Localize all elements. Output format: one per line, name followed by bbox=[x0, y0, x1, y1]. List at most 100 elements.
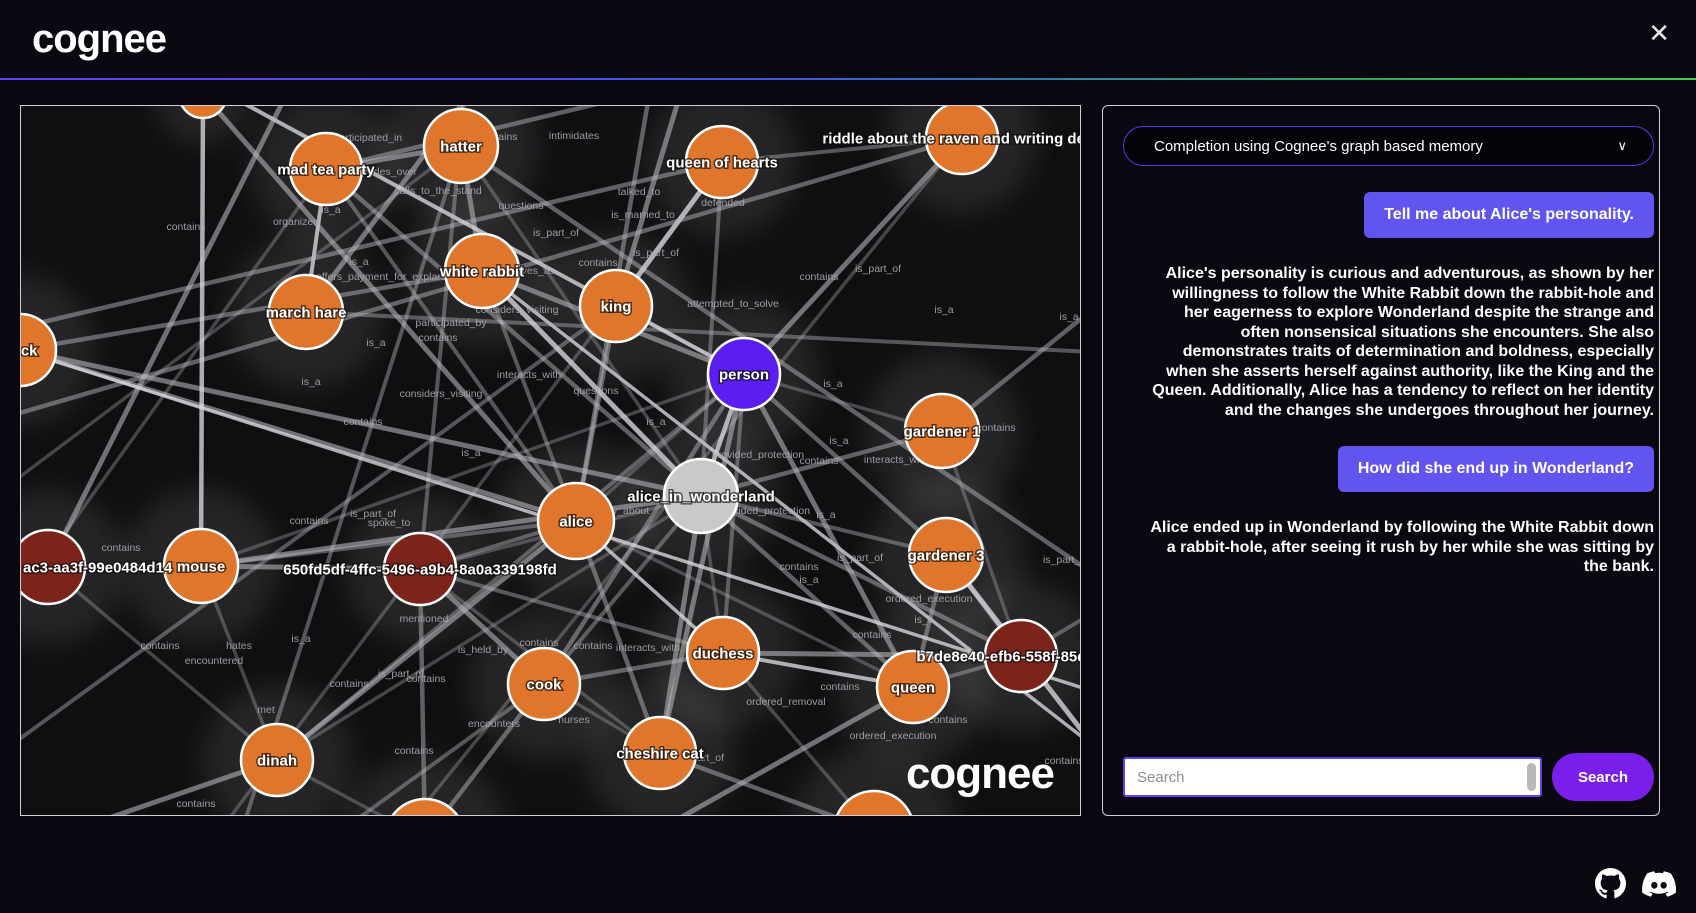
node-label-cheshire-cat: cheshire cat bbox=[616, 746, 704, 763]
edge-label: contains bbox=[140, 640, 179, 652]
graph-edge bbox=[742, 372, 948, 557]
graph-edge bbox=[613, 106, 680, 307]
knowledge-graph[interactable]: participated_in contains intimidates presid… bbox=[21, 106, 1081, 816]
edge-label: questions bbox=[499, 200, 544, 212]
mode-dropdown[interactable]: Completion using Cognee's graph based me… bbox=[1123, 126, 1654, 166]
graph-node-queen-of-hearts[interactable] bbox=[684, 124, 760, 200]
graph-node-gardener-1[interactable] bbox=[903, 392, 981, 470]
graph-edge bbox=[200, 493, 702, 569]
edge-label: contains bbox=[394, 745, 433, 757]
edge-label: ordered_execution bbox=[850, 730, 937, 742]
graph-node-node-650[interactable] bbox=[382, 531, 458, 607]
graph-node-white-rabbit[interactable] bbox=[443, 232, 521, 310]
graph-node-bottom-1[interactable] bbox=[385, 797, 465, 816]
search-input[interactable] bbox=[1125, 759, 1540, 795]
graph-node-march-hare[interactable] bbox=[267, 273, 345, 351]
graph-node-hatter[interactable] bbox=[422, 107, 500, 185]
edge-label: contains bbox=[976, 422, 1015, 434]
graph-node-duck[interactable] bbox=[21, 312, 58, 388]
edge-label: is_a bbox=[816, 509, 835, 521]
edge-label: contains bbox=[928, 714, 967, 726]
graph-node-red-left[interactable] bbox=[21, 528, 87, 606]
edge-label: interacts_with bbox=[497, 369, 561, 381]
edge-label: is_held_by bbox=[458, 644, 509, 656]
edge-label: is_a bbox=[646, 416, 665, 428]
edge-label: is_a bbox=[366, 337, 385, 349]
node-label-alice-in-wonderland: alice_in_wonderland bbox=[627, 489, 775, 506]
graph-node-cook[interactable] bbox=[506, 646, 582, 722]
graph-node-b7de[interactable] bbox=[983, 618, 1059, 694]
edge-label: is_part_of bbox=[855, 263, 901, 275]
graph-node-alice-in-wonderland[interactable] bbox=[662, 457, 740, 535]
graph-node-alice[interactable] bbox=[536, 481, 616, 561]
edge-label: considers_visiting bbox=[400, 388, 483, 400]
graph-node-duchess[interactable] bbox=[685, 615, 761, 691]
input-scrollbar[interactable] bbox=[1526, 763, 1536, 791]
node-label-march-hare: march hare bbox=[266, 305, 347, 322]
graph-node-riddle[interactable] bbox=[924, 106, 1000, 176]
edge-label: is_a bbox=[934, 304, 953, 316]
graph-node-top-partial[interactable] bbox=[179, 106, 227, 120]
search-button[interactable]: Search bbox=[1551, 753, 1654, 801]
edge-label: contains bbox=[166, 221, 205, 233]
graph-edge bbox=[200, 519, 577, 568]
edge-label: contains bbox=[519, 637, 558, 649]
edge-label: intimidates bbox=[549, 130, 599, 142]
edge-label: offers_payment_for_explanation bbox=[316, 271, 466, 283]
graph-edge bbox=[657, 495, 704, 754]
app-header: cognee ✕ bbox=[0, 0, 1696, 78]
graph-node-dinah[interactable] bbox=[239, 722, 315, 798]
edge-label: calls_to_the_stand bbox=[394, 185, 482, 197]
graph-edge bbox=[21, 347, 702, 499]
graph-node-mad-tea-party[interactable] bbox=[288, 131, 364, 207]
graph-node-queen[interactable] bbox=[875, 649, 951, 725]
close-icon[interactable]: ✕ bbox=[1648, 18, 1670, 48]
graph-node-cheshire-cat[interactable] bbox=[622, 715, 698, 791]
graph-edge bbox=[21, 167, 328, 598]
edge-label: is_a bbox=[829, 435, 848, 447]
graph-node-gardener-3[interactable] bbox=[907, 516, 985, 594]
graph-node-mouse[interactable] bbox=[162, 527, 240, 605]
edge-label: mentioned bbox=[399, 613, 448, 625]
edge-label: talked_to bbox=[618, 186, 661, 198]
edge-label: met bbox=[257, 704, 275, 716]
graph-edge bbox=[417, 568, 427, 815]
edge-label: contains bbox=[779, 561, 818, 573]
github-icon[interactable] bbox=[1595, 868, 1626, 899]
node-label-gardener-3: gardener 3 bbox=[908, 548, 985, 565]
graph-edge bbox=[721, 136, 963, 164]
edge-label: is_a bbox=[823, 378, 842, 390]
graph-edge bbox=[46, 565, 279, 762]
graph-edge bbox=[21, 304, 618, 741]
graph-edge bbox=[657, 373, 747, 754]
edge-label: is_a bbox=[914, 614, 933, 626]
node-label-riddle: riddle about the raven and writing desk bbox=[822, 131, 1081, 148]
edge-label: organized bbox=[273, 216, 319, 228]
discord-icon[interactable] bbox=[1642, 870, 1676, 897]
edge-label: participated_in bbox=[334, 132, 402, 144]
graph-edge bbox=[419, 567, 724, 655]
node-label-red-left: ac3-aa3f-99e0484d14 bbox=[23, 560, 173, 577]
node-label-person: person bbox=[719, 367, 769, 384]
graph-node-bottom-2[interactable] bbox=[834, 789, 914, 816]
mode-dropdown-value: Completion using Cognee's graph based me… bbox=[1154, 137, 1483, 155]
node-label-b7de: b7de8e40-efb6-558f-85da-63b bbox=[916, 649, 1081, 666]
edge-label: contains bbox=[944, 649, 983, 661]
graph-edge bbox=[700, 428, 943, 499]
node-label-dinah: dinah bbox=[257, 753, 297, 770]
edge-label: contains bbox=[418, 332, 457, 344]
edge-label: contains bbox=[289, 515, 328, 527]
graph-edge bbox=[21, 268, 483, 353]
node-label-hatter: hatter bbox=[440, 139, 482, 156]
graph-edge bbox=[680, 684, 915, 815]
edge-label: contains bbox=[406, 673, 445, 685]
footer-social-icons bbox=[1595, 868, 1676, 899]
graph-edge bbox=[200, 372, 745, 568]
edge-label: is_a bbox=[349, 256, 368, 268]
graph-edge bbox=[324, 167, 703, 498]
graph-node-king[interactable] bbox=[578, 268, 654, 344]
graph-node-person[interactable] bbox=[706, 336, 782, 412]
edge-label: contains bbox=[578, 257, 617, 269]
knowledge-graph-panel[interactable]: participated_in contains intimidates presid… bbox=[20, 105, 1081, 816]
edge-label: contains bbox=[343, 416, 382, 428]
